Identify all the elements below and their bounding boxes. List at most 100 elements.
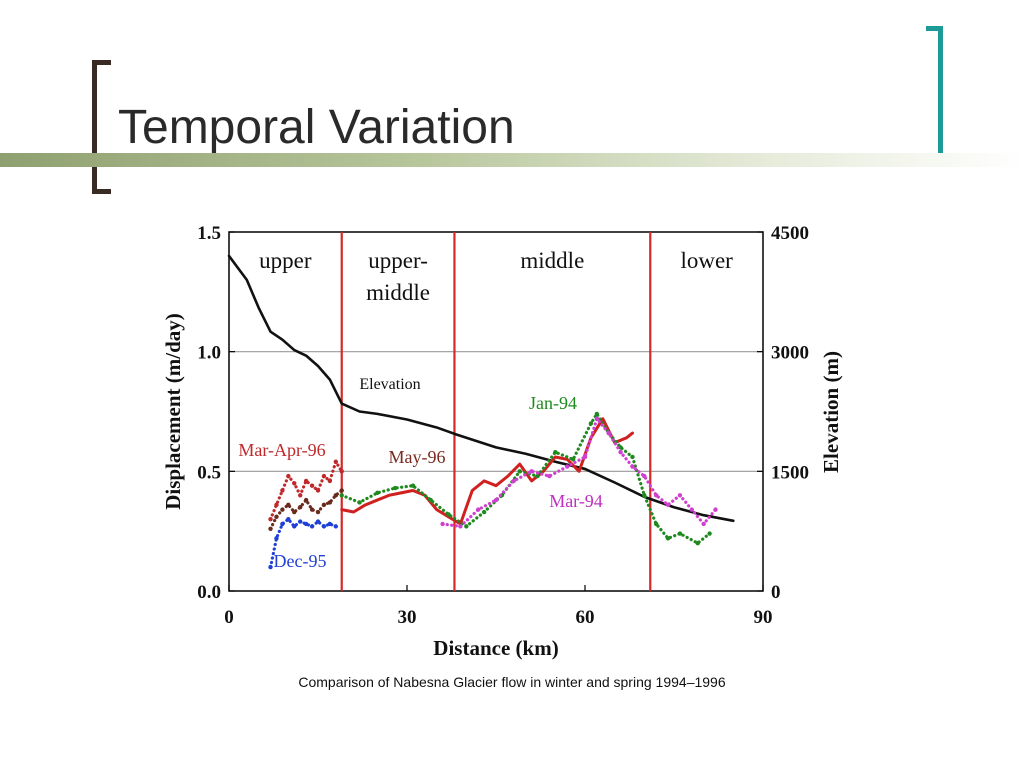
- left-bracket-decoration: [92, 60, 111, 194]
- series-5-point-13: [570, 457, 576, 462]
- series-3-point-1: [274, 514, 279, 520]
- series-5-point-17: [618, 445, 623, 450]
- series-5-point-21: [665, 536, 671, 541]
- series-2-point-2: [280, 521, 285, 527]
- series-3-point-12: [339, 488, 344, 493]
- series-3-point-11: [333, 493, 338, 498]
- series-1-point-6: [303, 478, 309, 484]
- series-5-point-23: [695, 540, 700, 546]
- x-tick-label-0: 0: [224, 607, 234, 628]
- x-tick-label-3: 90: [754, 607, 773, 628]
- series-2-point-6: [303, 521, 309, 527]
- series-5-point-7: [464, 524, 469, 529]
- series-2-point-4: [292, 524, 297, 529]
- series-6-point-1: [458, 524, 463, 529]
- series-2-point-10: [327, 521, 333, 527]
- series-6-point-4: [511, 478, 516, 484]
- series-6-point-19: [713, 507, 718, 512]
- series-6-point-15: [665, 502, 671, 508]
- series-1-point-2: [280, 488, 285, 493]
- series-line-0: [227, 254, 735, 523]
- series-5-point-12: [553, 449, 558, 455]
- series-1-point-4: [292, 481, 297, 486]
- y2-axis-label: Elevation (m): [819, 351, 843, 473]
- series-3-point-6: [303, 497, 309, 503]
- series-5-point-8: [481, 509, 487, 515]
- series-6-point-14: [654, 493, 659, 498]
- series-1-point-11: [333, 459, 338, 464]
- series-6-point-10: [606, 430, 611, 436]
- series-3-point-8: [315, 509, 321, 515]
- series-annotation-4: Mar-94: [549, 491, 603, 511]
- y2-tick-label-1: 1500: [771, 462, 809, 483]
- series-3-point-4: [292, 509, 297, 515]
- series-2-point-5: [298, 519, 303, 524]
- series-5-point-3: [392, 485, 398, 491]
- series-6-point-6: [547, 473, 552, 479]
- series-2-point-9: [321, 524, 327, 529]
- series-5-point-0: [339, 493, 344, 498]
- series-5-point-22: [677, 531, 683, 536]
- series-5-point-15: [594, 411, 600, 417]
- series-5-point-24: [707, 531, 712, 536]
- figure-caption: Comparison of Nabesna Glacier flow in wi…: [298, 674, 726, 690]
- y-tick-label-1: 0.5: [197, 462, 221, 483]
- y2-tick-label-0: 0: [771, 582, 781, 603]
- series-3-point-7: [309, 507, 315, 512]
- series-6-point-13: [642, 473, 647, 479]
- x-tick-label-1: 30: [398, 607, 417, 628]
- y-tick-label-0: 0.0: [197, 582, 221, 603]
- series-3-point-10: [327, 500, 333, 505]
- y-tick-label-3: 1.5: [197, 223, 221, 244]
- series-annotation-1: Jan-94: [529, 393, 577, 413]
- series-1-point-9: [321, 473, 327, 479]
- series-6-point-8: [582, 454, 588, 460]
- y2-tick-label-2: 3000: [771, 343, 809, 364]
- series-1-point-12: [339, 469, 344, 474]
- series-6-point-12: [630, 464, 635, 469]
- series-annotation-5: Dec-95: [274, 551, 327, 571]
- series-3-point-3: [286, 502, 291, 508]
- series-5-point-1: [357, 500, 362, 505]
- series-6-point-18: [701, 521, 706, 527]
- title-underline-bar: [0, 153, 1024, 167]
- series-2-point-8: [315, 519, 321, 524]
- series-3-point-0: [268, 526, 273, 531]
- series-6-point-16: [677, 493, 683, 498]
- series-6-point-5: [529, 469, 534, 474]
- series-2-point-1: [274, 536, 279, 541]
- x-axis-label: Distance (km): [433, 636, 558, 660]
- series-5-point-19: [642, 493, 647, 498]
- series-annotation-0: Elevation: [359, 376, 420, 393]
- series-5-point-4: [410, 483, 416, 488]
- series-6-point-3: [493, 497, 499, 503]
- series-6-point-17: [689, 507, 694, 512]
- zone-label-1-1: middle: [366, 280, 430, 305]
- series-6-point-7: [565, 464, 570, 469]
- series-1-point-5: [298, 493, 303, 498]
- y2-tick-label-3: 4500: [771, 223, 809, 244]
- series-1-point-0: [268, 517, 273, 522]
- slide-title: Temporal Variation: [118, 101, 515, 154]
- series-2-point-7: [309, 524, 315, 529]
- series-3-point-9: [321, 502, 327, 508]
- zone-label-0-0: upper: [259, 248, 312, 273]
- series-5-point-5: [428, 497, 433, 503]
- series-1-point-3: [286, 473, 291, 479]
- series-5-point-6: [446, 512, 451, 517]
- plot-frame: [228, 231, 764, 592]
- series-annotation-3: May-96: [389, 447, 446, 467]
- series-6-point-2: [476, 507, 481, 512]
- series-2-point-0: [268, 564, 273, 570]
- series-3-point-5: [298, 505, 303, 510]
- zone-label-3-0: lower: [680, 248, 733, 273]
- y-axis-label: Displacement (m/day): [161, 313, 185, 510]
- series-6-point-0: [440, 521, 445, 527]
- series-2-point-3: [286, 517, 291, 522]
- series-1-point-1: [274, 502, 279, 508]
- series-1-point-8: [315, 488, 321, 493]
- series-5-point-18: [630, 454, 635, 460]
- series-1-point-10: [327, 478, 333, 484]
- series-6-point-9: [594, 416, 600, 421]
- zone-label-2-0: middle: [520, 248, 584, 273]
